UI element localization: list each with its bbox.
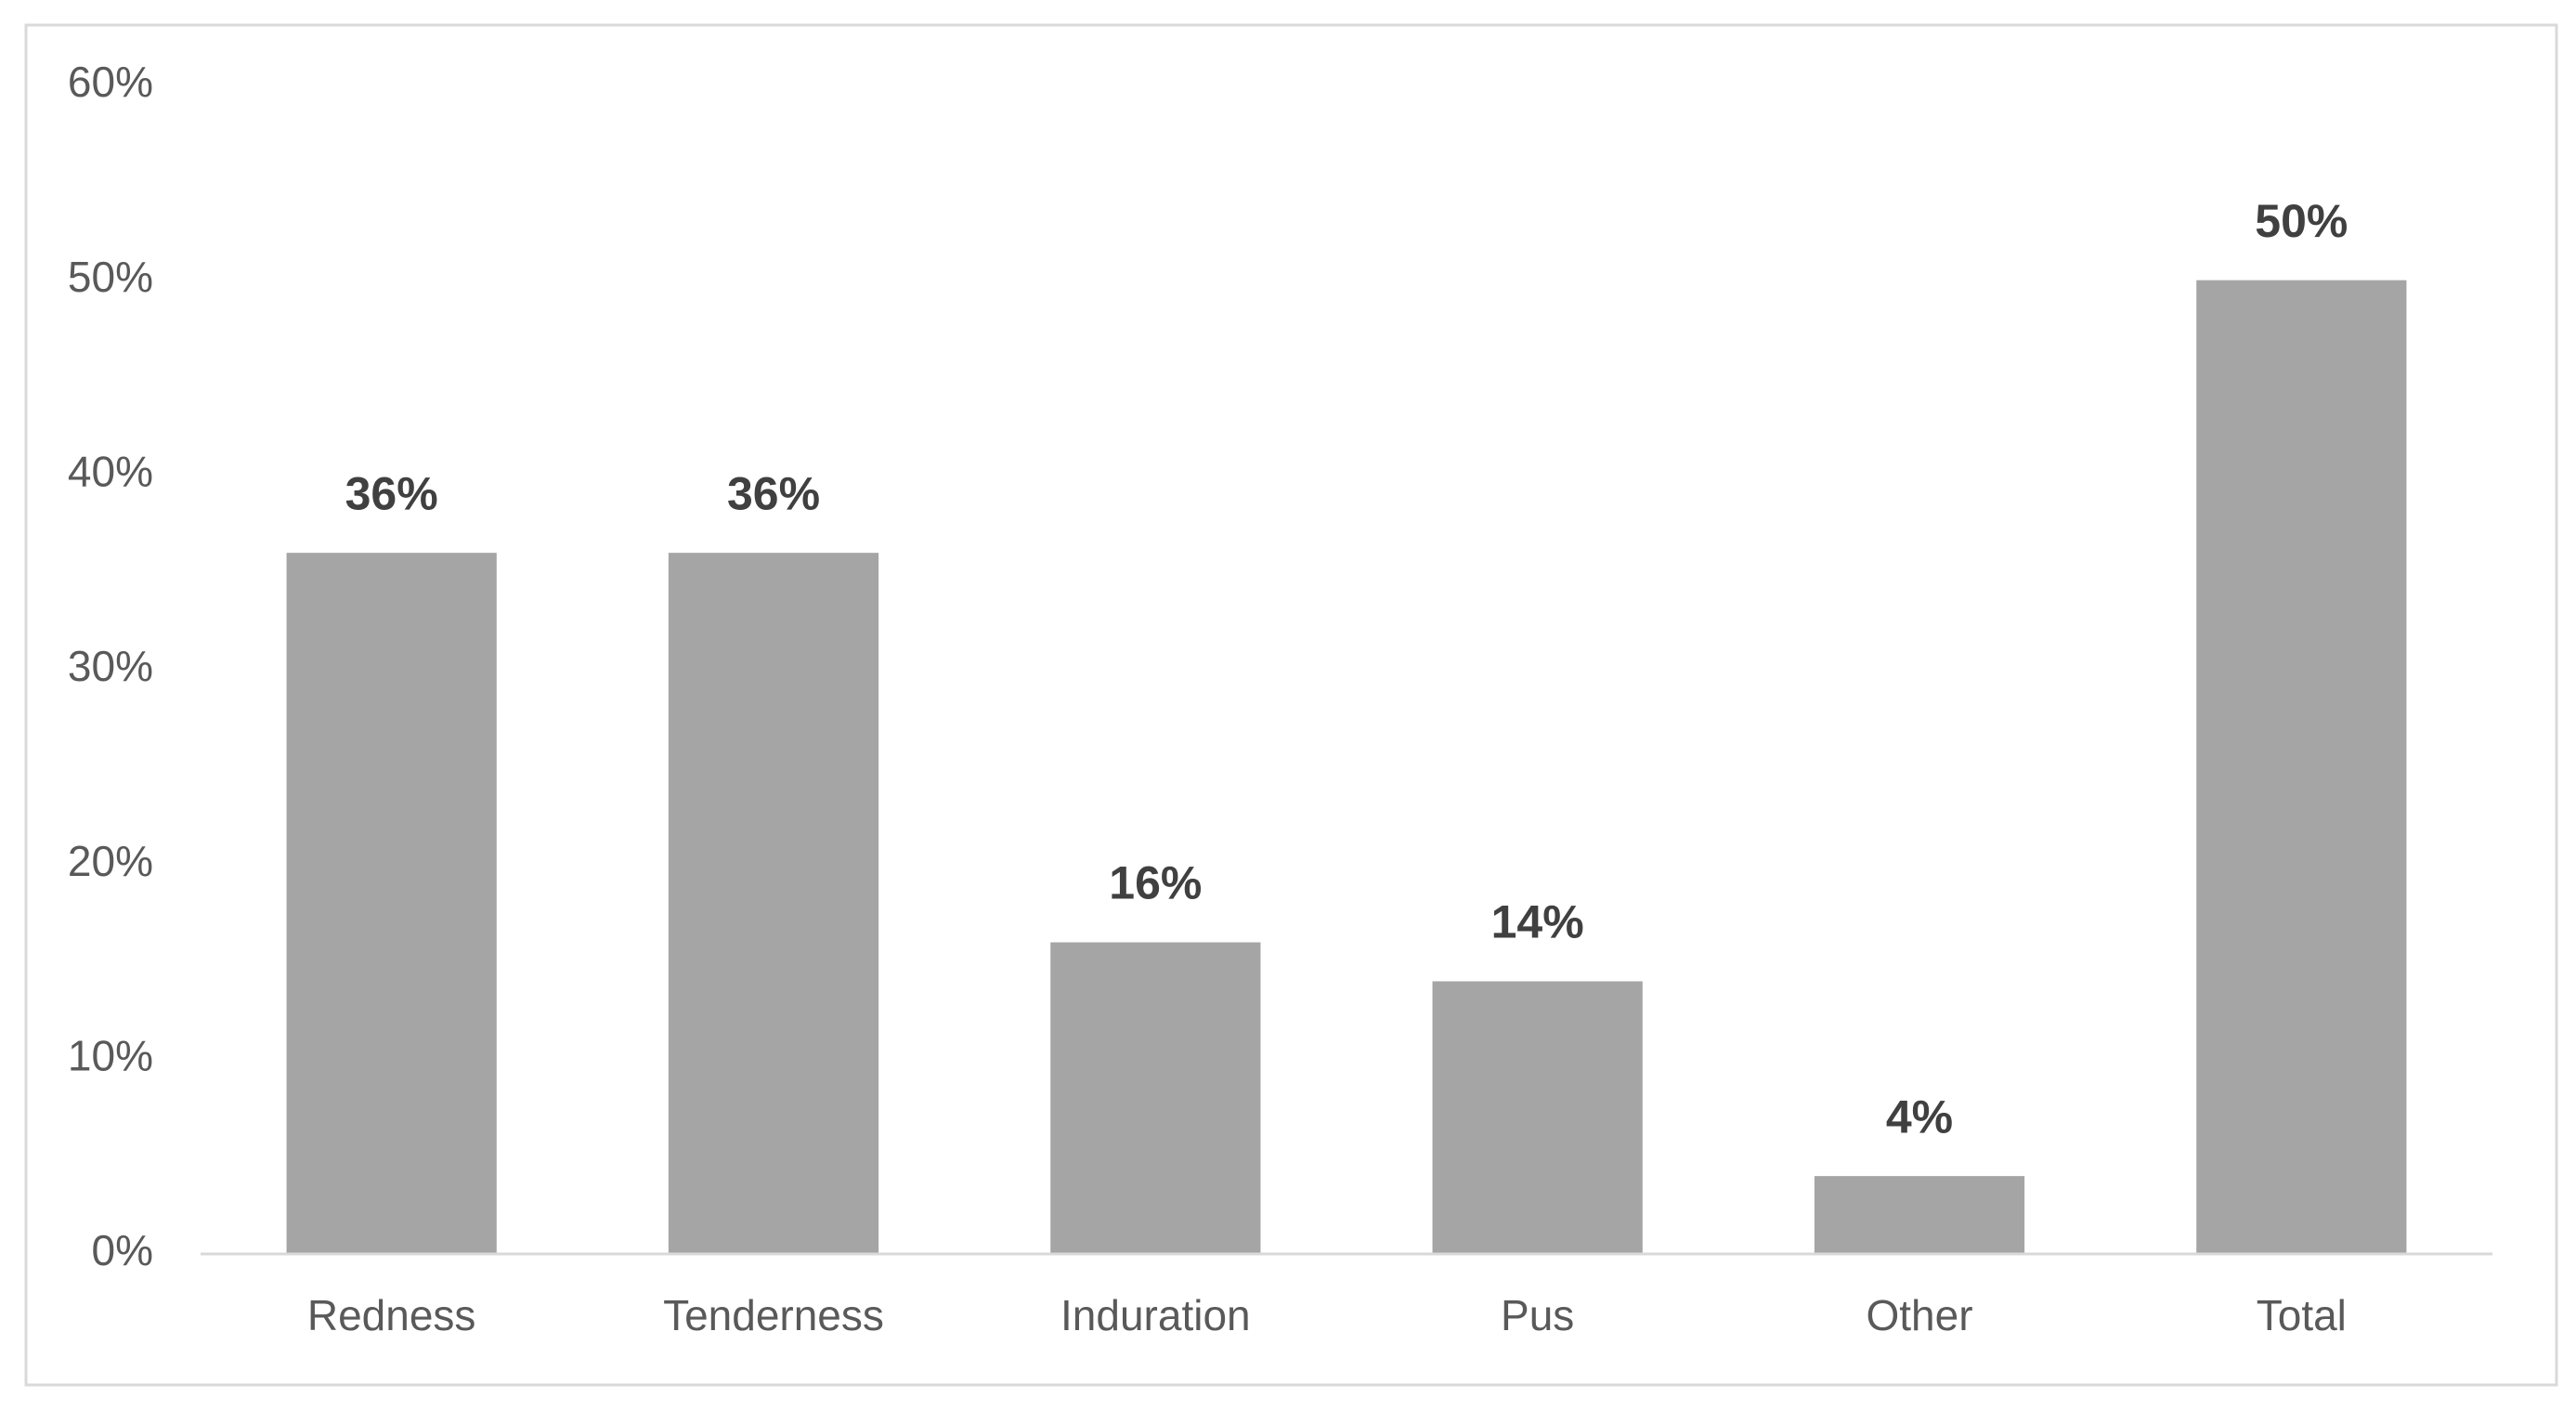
bar (1432, 981, 1643, 1254)
y-tick-label: 30% (68, 642, 153, 690)
value-label: 50% (2255, 195, 2348, 247)
y-tick-label: 20% (68, 837, 153, 885)
y-tick-label: 60% (68, 58, 153, 106)
x-tick-label: Induration (1060, 1291, 1251, 1339)
bar (1050, 942, 1261, 1254)
value-label: 16% (1109, 857, 1202, 909)
y-tick-label: 0% (92, 1226, 153, 1274)
bar (668, 553, 879, 1254)
value-label: 4% (1886, 1090, 1953, 1142)
value-label: 36% (727, 467, 820, 519)
bar (1814, 1176, 2025, 1254)
value-label: 36% (345, 467, 438, 519)
y-tick-label: 10% (68, 1031, 153, 1079)
x-tick-label: Redness (307, 1291, 476, 1339)
y-tick-label: 50% (68, 253, 153, 301)
bar (2196, 280, 2407, 1255)
value-label: 14% (1491, 896, 1584, 948)
x-tick-label: Total (2257, 1291, 2347, 1339)
y-tick-label: 40% (68, 447, 153, 495)
bar (286, 553, 497, 1254)
x-tick-label: Tenderness (663, 1291, 884, 1339)
x-tick-label: Other (1866, 1291, 1972, 1339)
x-tick-label: Pus (1501, 1291, 1574, 1339)
